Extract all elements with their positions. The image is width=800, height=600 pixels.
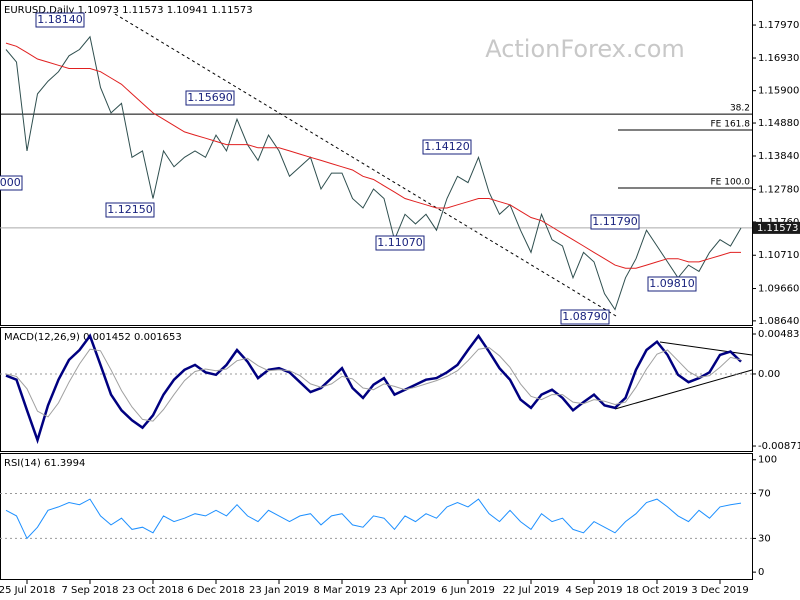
header-value: 0.001653	[134, 332, 182, 343]
y-tick-label: 1.10710	[758, 250, 799, 261]
y-tick-label: 0.004832	[758, 329, 800, 340]
annotation: 1.11070	[377, 236, 423, 249]
y-tick-label: 1.12780	[758, 185, 799, 196]
annotation-box	[647, 276, 697, 292]
trendline	[614, 369, 753, 410]
series-line	[5, 498, 742, 540]
price-panel	[0, 0, 753, 326]
header-value: 1.11573	[211, 5, 252, 16]
annotation-box	[35, 12, 85, 28]
x-tick-label: 23 Oct 2018	[122, 585, 184, 596]
y-tick-label: 100	[758, 455, 777, 466]
annotation-box	[590, 214, 640, 230]
x-tick-label: 6 Jun 2019	[441, 585, 495, 596]
annotation-box	[422, 139, 472, 155]
trendline	[114, 13, 617, 317]
title: RSI(14)	[4, 458, 41, 469]
header-value: 1.11573	[122, 5, 163, 16]
last-price-label: 1.11573	[757, 223, 798, 234]
annotation-box	[105, 202, 155, 218]
panel-title: EURUSD,Daily 1.10973 1.11573 1.10941 1.1…	[4, 5, 253, 16]
panel-title: MACD(12,26,9) 0.001452 0.001653	[4, 332, 182, 343]
header-value: 1.10973	[78, 5, 119, 16]
fib-label: FE 100.0	[711, 178, 751, 188]
panel-title: RSI(14) 61.3994	[4, 458, 85, 469]
annotation: 1.09810	[649, 277, 695, 290]
macd-panel	[0, 327, 753, 452]
series-line	[5, 346, 742, 422]
x-tick-label: 23 Apr 2019	[374, 585, 436, 596]
y-tick-label: 70	[758, 488, 771, 499]
x-tick-label: 18 Oct 2019	[626, 585, 688, 596]
annotation: 1.08790	[562, 310, 608, 323]
series-line	[5, 35, 742, 311]
annotation: 1.18140	[37, 13, 83, 26]
annotation: 1.13000	[0, 176, 21, 189]
annotation-box	[185, 90, 235, 106]
y-tick-label: 1.13840	[758, 151, 799, 162]
x-tick-label: 3 Dec 2019	[691, 585, 749, 596]
trendline	[659, 341, 753, 356]
annotation-box	[375, 235, 425, 251]
annotation: 1.11790	[592, 215, 638, 228]
last-price-box	[753, 221, 800, 234]
x-tick-label: 4 Sep 2019	[565, 585, 622, 596]
x-tick-label: 8 Mar 2019	[313, 585, 370, 596]
watermark: ActionForex.com	[485, 35, 685, 63]
annotation-box	[0, 175, 23, 191]
x-tick-label: 7 Sep 2018	[61, 585, 118, 596]
fib-label: FE 161.8	[711, 120, 751, 130]
y-tick-label: 30	[758, 533, 771, 544]
header-value: 0.001452	[83, 332, 131, 343]
y-tick-label: 1.09660	[758, 284, 799, 295]
x-tick-label: 22 Jul 2019	[503, 585, 560, 596]
y-tick-label: 1.15900	[758, 86, 799, 97]
y-tick-label: 1.14880	[758, 118, 799, 129]
header-value: 1.10941	[167, 5, 208, 16]
annotation: 1.15690	[187, 91, 233, 104]
y-tick-label: -0.008718	[758, 441, 800, 452]
y-tick-label: 1.16930	[758, 53, 799, 64]
y-tick-label: 0	[758, 567, 764, 578]
x-tick-label: 25 Jul 2018	[0, 585, 55, 596]
y-tick-label: 1.08640	[758, 316, 799, 327]
title: EURUSD,Daily	[4, 5, 75, 16]
y-tick-label: 0.00	[758, 369, 780, 380]
y-tick-label: 1.17970	[758, 20, 799, 31]
series-line	[5, 333, 742, 445]
rsi-panel	[0, 453, 753, 580]
annotation: 1.14120	[424, 140, 470, 153]
x-tick-label: 23 Jan 2019	[249, 585, 309, 596]
fib-label: 38.2	[730, 104, 750, 114]
annotation-box	[560, 309, 610, 325]
annotation: 1.12150	[107, 203, 153, 216]
x-tick-label: 6 Dec 2018	[187, 585, 245, 596]
header-value: 61.3994	[44, 458, 85, 469]
title: MACD(12,26,9)	[4, 332, 80, 343]
series-line	[5, 42, 741, 269]
